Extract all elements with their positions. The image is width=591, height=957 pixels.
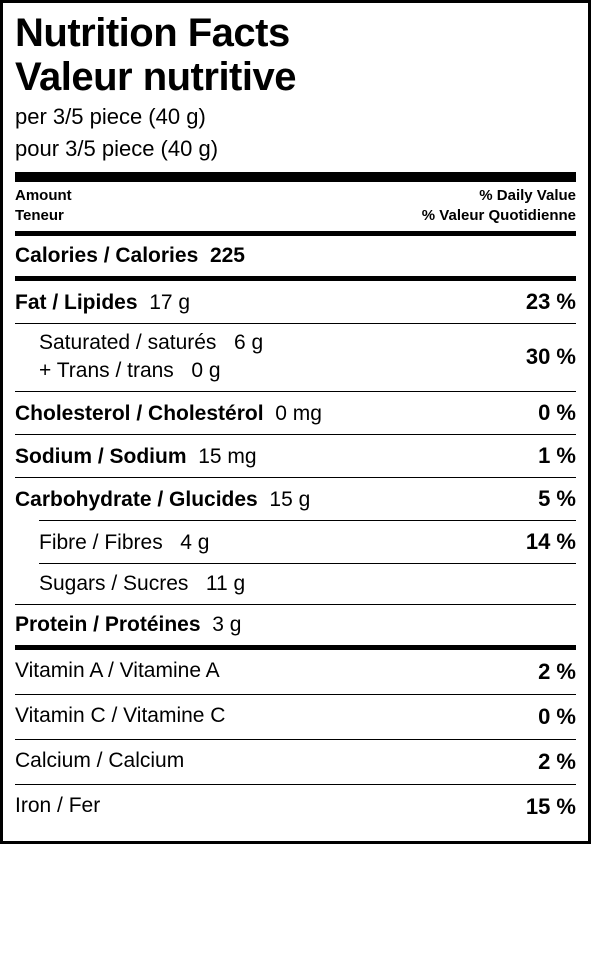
header-amount-en: Amount <box>15 186 72 206</box>
sodium-value: 15 mg <box>198 445 256 468</box>
protein-label: Protein / Protéines <box>15 613 201 636</box>
fat-dv: 23 % <box>526 289 576 315</box>
row-vitamin-c: Vitamin C / Vitamine C 0 % <box>15 695 576 739</box>
sodium-dv: 1 % <box>538 443 576 469</box>
calcium-dv: 2 % <box>538 749 576 775</box>
carb-dv: 5 % <box>538 486 576 512</box>
chol-label: Cholesterol / Cholestérol <box>15 402 264 425</box>
vitc-dv: 0 % <box>538 704 576 730</box>
carb-label: Carbohydrate / Glucides <box>15 488 258 511</box>
vita-dv: 2 % <box>538 659 576 685</box>
serving-en: per 3/5 piece (40 g) <box>15 103 576 131</box>
sodium-label: Sodium / Sodium <box>15 445 187 468</box>
row-iron: Iron / Fer 15 % <box>15 785 576 829</box>
chol-dv: 0 % <box>538 400 576 426</box>
row-protein: Protein / Protéines 3 g <box>15 605 576 645</box>
fat-value: 17 g <box>149 291 190 314</box>
row-fibre: Fibre / Fibres 4 g 14 % <box>15 521 576 563</box>
fibre-dv: 14 % <box>526 529 576 555</box>
trans-label: + Trans / trans <box>39 359 174 382</box>
header-amount-fr: Teneur <box>15 206 72 226</box>
title-en: Nutrition Facts <box>15 11 576 55</box>
row-vitamin-a: Vitamin A / Vitamine A 2 % <box>15 650 576 694</box>
fibre-value: 4 g <box>180 531 209 554</box>
sugars-label: Sugars / Sucres <box>39 572 188 595</box>
iron-label: Iron / Fer <box>15 794 100 820</box>
row-sodium: Sodium / Sodium 15 mg 1 % <box>15 435 576 477</box>
iron-dv: 15 % <box>526 794 576 820</box>
column-headers: Amount Teneur % Daily Value % Valeur Quo… <box>15 182 576 231</box>
nutrition-facts-panel: Nutrition Facts Valeur nutritive per 3/5… <box>0 0 591 844</box>
row-fat: Fat / Lipides 17 g 23 % <box>15 281 576 323</box>
sat-value: 6 g <box>234 331 263 354</box>
row-sat-trans: Saturated / saturés 6 g + Trans / trans … <box>15 324 576 391</box>
sugars-value: 11 g <box>206 572 245 595</box>
vitc-label: Vitamin C / Vitamine C <box>15 704 225 730</box>
row-calcium: Calcium / Calcium 2 % <box>15 740 576 784</box>
fibre-label: Fibre / Fibres <box>39 531 163 554</box>
row-calories: Calories / Calories 225 <box>15 236 576 276</box>
calories-value-num: 225 <box>210 244 245 267</box>
serving-fr: pour 3/5 piece (40 g) <box>15 135 576 163</box>
title-fr: Valeur nutritive <box>15 55 576 99</box>
row-carb: Carbohydrate / Glucides 15 g 5 % <box>15 478 576 520</box>
calcium-label: Calcium / Calcium <box>15 749 184 775</box>
separator-thick <box>15 172 576 182</box>
sat-label: Saturated / saturés <box>39 331 216 354</box>
chol-value: 0 mg <box>275 402 322 425</box>
carb-value: 15 g <box>269 488 310 511</box>
trans-value: 0 g <box>191 359 220 382</box>
header-dv-en: % Daily Value <box>422 186 576 206</box>
header-dv-fr: % Valeur Quotidienne <box>422 206 576 226</box>
row-cholesterol: Cholesterol / Cholestérol 0 mg 0 % <box>15 392 576 434</box>
row-sugars: Sugars / Sucres 11 g <box>15 564 576 604</box>
calories-label: Calories / Calories <box>15 244 198 267</box>
vita-label: Vitamin A / Vitamine A <box>15 659 220 685</box>
protein-value: 3 g <box>212 613 241 636</box>
fat-label: Fat / Lipides <box>15 291 138 314</box>
sat-trans-dv: 30 % <box>526 344 576 370</box>
